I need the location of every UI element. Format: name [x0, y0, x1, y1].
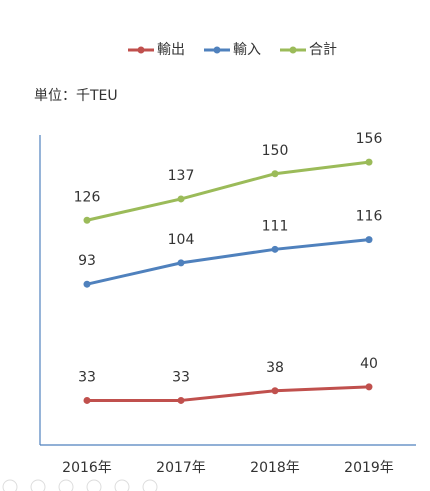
- legend-marker: [289, 46, 297, 54]
- value-label: 111: [262, 218, 289, 234]
- value-label: 33: [78, 369, 96, 385]
- point: [271, 245, 279, 253]
- x-tick-label: 2017年: [156, 460, 206, 476]
- value-label: 93: [78, 253, 96, 269]
- point: [177, 259, 185, 267]
- footer-icons: [2, 479, 158, 491]
- legend-label: 合計: [309, 42, 337, 58]
- value-label: 104: [168, 232, 195, 248]
- series-line: [86, 160, 370, 222]
- value-label: 137: [168, 168, 195, 184]
- legend-marker: [213, 46, 221, 54]
- point: [271, 387, 279, 395]
- unit-label: 単位：千TEU: [34, 88, 118, 104]
- point: [271, 170, 279, 178]
- point: [365, 236, 373, 244]
- value-label: 116: [356, 209, 383, 225]
- point: [177, 396, 185, 404]
- value-label: 150: [262, 143, 289, 159]
- series-line: [87, 385, 370, 402]
- x-tick-label: 2019年: [344, 460, 394, 476]
- legend-marker: [137, 46, 145, 54]
- series-line: [86, 238, 370, 286]
- point: [83, 280, 91, 288]
- point: [83, 216, 91, 224]
- x-tick-label: 2016年: [62, 460, 112, 476]
- value-label: 40: [360, 356, 378, 372]
- x-tick-label: 2018年: [250, 460, 300, 476]
- value-label: 156: [356, 131, 383, 147]
- point: [365, 158, 373, 166]
- legend-label: 輸出: [157, 42, 185, 58]
- value-label: 126: [74, 189, 101, 205]
- point: [177, 195, 185, 203]
- value-label: 33: [172, 369, 190, 385]
- value-label: 38: [266, 360, 284, 376]
- point: [83, 396, 91, 404]
- point: [365, 383, 373, 391]
- legend-label: 輸入: [233, 42, 261, 58]
